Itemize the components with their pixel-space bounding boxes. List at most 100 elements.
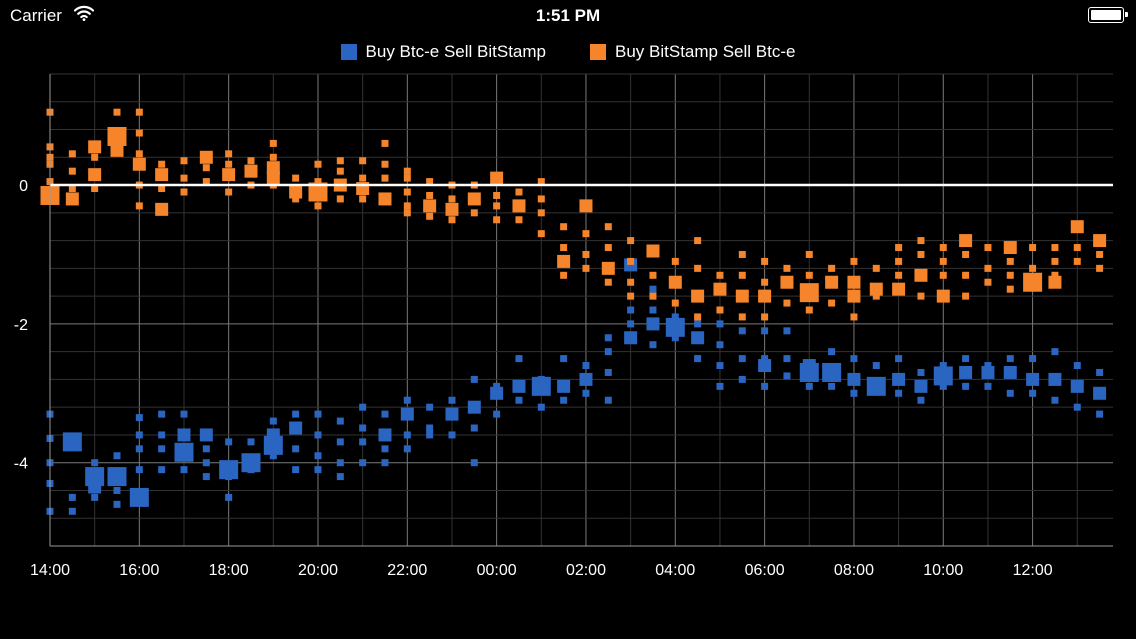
data-point-series-0: [135, 431, 143, 439]
data-point-series-1: [579, 199, 593, 213]
data-point-series-1: [155, 168, 169, 182]
data-point-series-0: [1051, 396, 1059, 404]
data-point-series-1: [1051, 244, 1059, 252]
data-point-series-1: [1029, 244, 1037, 252]
data-point-series-0: [202, 473, 210, 481]
data-point-series-0: [805, 382, 813, 390]
data-point-series-1: [646, 244, 660, 258]
data-point-series-0: [292, 410, 300, 418]
data-point-series-1: [244, 164, 258, 178]
data-point-series-0: [557, 379, 571, 393]
data-point-series-0: [850, 389, 858, 397]
data-point-series-0: [984, 382, 992, 390]
data-point-series-1: [381, 160, 389, 168]
data-point-series-0: [604, 396, 612, 404]
data-point-series-1: [761, 278, 769, 286]
data-point-series-0: [582, 362, 590, 370]
x-tick-label: 02:00: [566, 562, 606, 579]
data-point-series-0: [202, 459, 210, 467]
data-point-series-1: [266, 161, 280, 175]
data-point-series-0: [107, 467, 127, 487]
data-point-series-0: [493, 410, 501, 418]
data-point-series-0: [1029, 355, 1037, 363]
data-point-series-1: [582, 230, 590, 238]
x-tick-label: 14:00: [30, 562, 70, 579]
data-point-series-1: [847, 275, 861, 289]
data-point-series-0: [177, 428, 191, 442]
data-point-series-0: [292, 445, 300, 453]
legend-label-series-1: Buy BitStamp Sell Btc-e: [615, 42, 796, 61]
data-point-series-1: [135, 202, 143, 210]
data-point-series-0: [180, 466, 188, 474]
data-point-series-1: [917, 292, 925, 300]
data-point-series-0: [627, 306, 635, 314]
data-point-series-1: [1006, 271, 1014, 279]
data-point-series-1: [247, 157, 255, 165]
data-point-series-0: [378, 428, 392, 442]
data-point-series-1: [113, 108, 121, 116]
data-point-series-0: [113, 486, 121, 494]
data-point-series-1: [984, 278, 992, 286]
data-point-series-0: [624, 331, 638, 345]
data-point-series-0: [1073, 362, 1081, 370]
data-point-series-1: [493, 202, 501, 210]
data-point-series-0: [174, 442, 194, 462]
data-point-series-0: [866, 376, 886, 396]
data-point-series-1: [671, 299, 679, 307]
data-point-series-0: [225, 473, 233, 481]
data-point-series-0: [665, 317, 685, 337]
x-tick-label: 04:00: [655, 562, 695, 579]
data-point-series-1: [939, 257, 947, 265]
data-point-series-0: [403, 445, 411, 453]
data-point-series-1: [158, 185, 166, 193]
data-point-series-0: [892, 372, 906, 386]
data-point-series-1: [222, 168, 236, 182]
data-point-series-1: [805, 250, 813, 258]
legend-item-series-0: Buy Btc-e Sell BitStamp: [340, 42, 546, 62]
data-point-series-1: [336, 167, 344, 175]
data-point-series-0: [671, 313, 679, 321]
x-tick-label: 20:00: [298, 562, 338, 579]
data-point-series-0: [783, 327, 791, 335]
data-point-series-1: [448, 216, 456, 224]
data-point-series-0: [895, 355, 903, 363]
data-point-series-1: [403, 188, 411, 196]
data-point-series-1: [359, 195, 367, 203]
data-point-series-0: [604, 368, 612, 376]
data-point-series-0: [403, 396, 411, 404]
data-point-series-1: [671, 257, 679, 265]
data-point-series-1: [761, 257, 769, 265]
data-point-series-0: [359, 438, 367, 446]
data-point-series-0: [336, 417, 344, 425]
data-point-series-0: [129, 487, 149, 507]
data-point-series-1: [825, 275, 839, 289]
data-point-series-0: [241, 453, 261, 473]
data-point-series-0: [448, 396, 456, 404]
data-point-series-1: [199, 150, 213, 164]
data-point-series-1: [560, 244, 568, 252]
data-point-series-1: [962, 271, 970, 279]
data-point-series-1: [266, 171, 280, 185]
data-point-series-0: [426, 403, 434, 411]
data-point-series-1: [805, 306, 813, 314]
data-point-series-1: [892, 282, 906, 296]
legend-swatch-series-0: [340, 44, 357, 60]
data-point-series-1: [1006, 285, 1014, 293]
axes: 14:00 16:00 18:00 20:00 22:00 00:00 02:00 04:00…: [14, 74, 1113, 579]
data-point-series-1: [135, 108, 143, 116]
data-point-series-0: [939, 362, 947, 370]
data-point-series-0: [91, 493, 99, 501]
legend-label-series-0: Buy Btc-e Sell BitStamp: [365, 42, 546, 61]
data-point-series-0: [426, 431, 434, 439]
x-tick-label: 10:00: [923, 562, 963, 579]
data-point-series-0: [783, 372, 791, 380]
data-point-series-0: [828, 382, 836, 390]
data-point-series-0: [716, 341, 724, 349]
data-point-series-1: [557, 254, 571, 268]
data-point-series-1: [649, 271, 657, 279]
data-point-series-1: [936, 289, 950, 303]
data-point-series-1: [490, 171, 504, 185]
data-point-series-1: [1051, 271, 1059, 279]
data-point-series-1: [403, 202, 411, 210]
data-point-series-1: [627, 237, 635, 245]
